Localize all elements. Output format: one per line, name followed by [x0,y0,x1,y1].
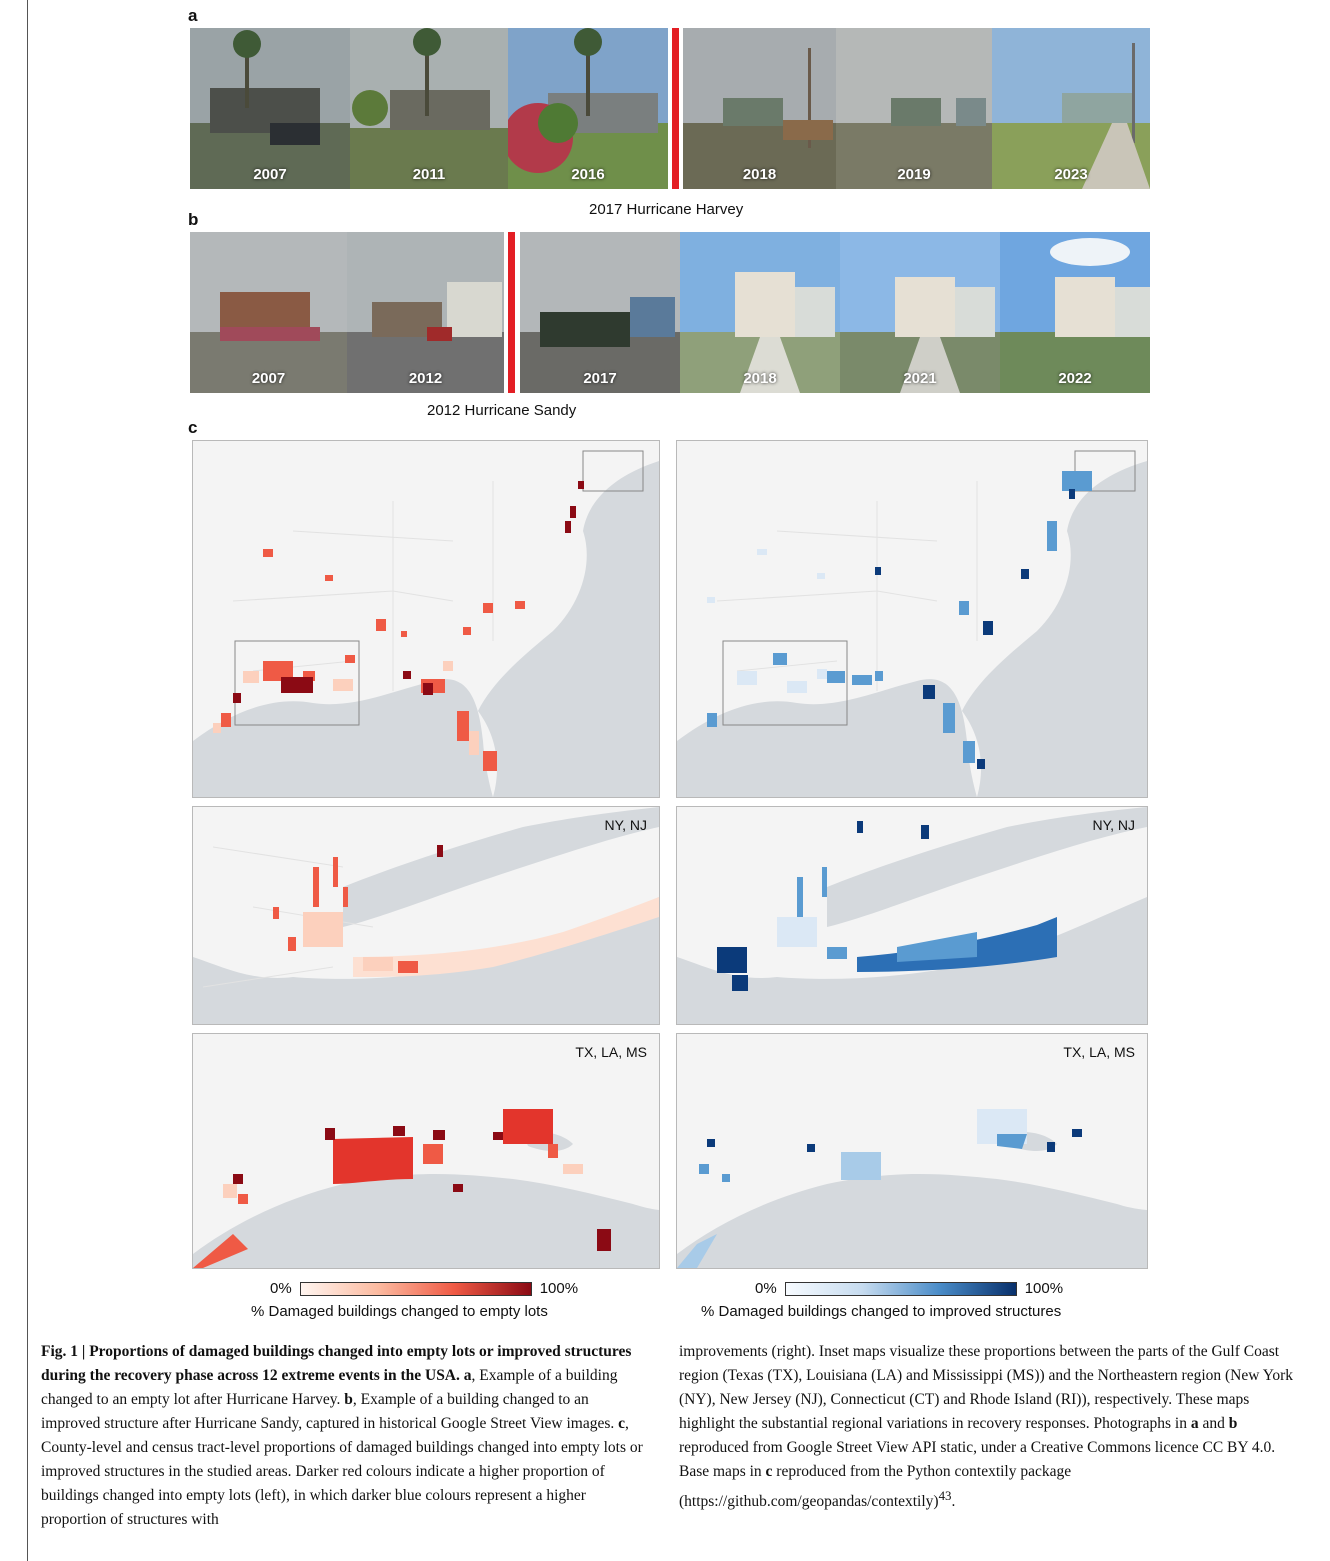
legend-colorbar-blue [784,1281,1017,1296]
caption-reference-number[interactable]: 43 [938,1488,952,1503]
street-photo: 2021 [840,232,1000,393]
caption-text-b: , Example of a building changed to an im… [41,1391,615,1432]
street-photo: 2017 [520,232,680,393]
caption-ref-b: b [344,1391,353,1408]
margin-rule [27,0,28,1561]
caption-fig-title: Fig. 1 | Proportions of damaged building… [41,1343,632,1384]
street-photo: 2016 [508,28,668,189]
caption-ref-a: a [1190,1415,1199,1432]
year-label: 2018 [743,370,777,387]
caption-and: and [1202,1415,1225,1432]
year-label: 2021 [903,370,937,387]
event-divider [508,232,515,393]
panel-label-b: b [188,210,199,229]
caption-left-column: Fig. 1 | Proportions of damaged building… [41,1340,651,1532]
year-label: 2016 [571,166,605,183]
year-label: 2019 [897,166,931,183]
year-label: 2022 [1058,370,1092,387]
photo-strip-b: 2007 2012 2017 2018 2021 2022 [190,232,1150,393]
legend-colorbar-red [299,1281,532,1296]
year-label: 2023 [1054,166,1088,183]
year-label: 2018 [742,166,777,183]
map-southeast-empty-lots [192,440,660,798]
street-photo: 2023 [992,28,1150,189]
street-photo: 2007 [190,232,347,393]
caption-text-right-1: improvements (right). Inset maps visuali… [679,1343,1294,1432]
event-label-harvey: 2017 Hurricane Harvey [589,201,744,218]
region-label: TX, LA, MS [1063,1044,1135,1060]
legend-improved: 0% 100% [755,1280,1063,1297]
event-label-sandy: 2012 Hurricane Sandy [427,402,577,419]
panel-label-c: c [188,418,198,437]
street-photo: 2018 [680,232,840,393]
caption-end: . [951,1493,956,1511]
year-label: 2011 [412,166,446,183]
legend-max: 100% [1024,1280,1064,1297]
map-tx-la-ms-improved: TX, LA, MS [676,1033,1148,1269]
panel-label-a: a [188,6,198,25]
event-divider [672,28,679,189]
map-ny-nj-empty-lots: NY, NJ [192,806,660,1025]
year-label: 2007 [251,370,286,387]
legend-max: 100% [539,1280,579,1297]
photo-strip-a: 2007 2011 2016 2018 2019 2023 [190,28,1150,189]
year-label: 2007 [253,166,287,183]
caption-ref-a: a [463,1367,472,1384]
legend-empty-lots: 0% 100% [270,1280,578,1297]
caption-text-a: , Example of a building changed to an em… [41,1367,618,1408]
street-photo: 2019 [836,28,992,189]
caption-text-right-2: reproduced from Google Street View API s… [679,1439,1276,1480]
legend-min: 0% [270,1280,292,1297]
year-label: 2017 [583,370,617,387]
map-ny-nj-improved: NY, NJ [676,806,1148,1025]
map-tx-la-ms-empty-lots: TX, LA, MS [192,1033,660,1269]
caption-ref-c: c [618,1415,626,1432]
legend-title-improved: % Damaged buildings changed to improved … [701,1303,1062,1320]
region-label: NY, NJ [604,817,647,833]
map-southeast-improved [676,440,1148,798]
year-label: 2012 [408,370,443,387]
caption-text-right-3: reproduced from the Python contextily pa… [679,1463,1072,1511]
street-photo: 2011 [350,28,508,189]
street-photo: 2012 [347,232,504,393]
legend-title-empty-lots: % Damaged buildings changed to empty lot… [251,1303,548,1320]
caption-ref-b: b [1228,1415,1238,1432]
street-photo: 2007 [190,28,350,189]
region-label: NY, NJ [1092,817,1135,833]
caption-text-c: , County-level and census tract-level pr… [41,1415,643,1528]
caption-ref-c: c [765,1463,773,1480]
region-label: TX, LA, MS [575,1044,647,1060]
street-photo: 2018 [683,28,836,189]
caption-right-column: improvements (right). Inset maps visuali… [679,1340,1299,1514]
street-photo: 2022 [1000,232,1150,393]
legend-min: 0% [755,1280,777,1297]
